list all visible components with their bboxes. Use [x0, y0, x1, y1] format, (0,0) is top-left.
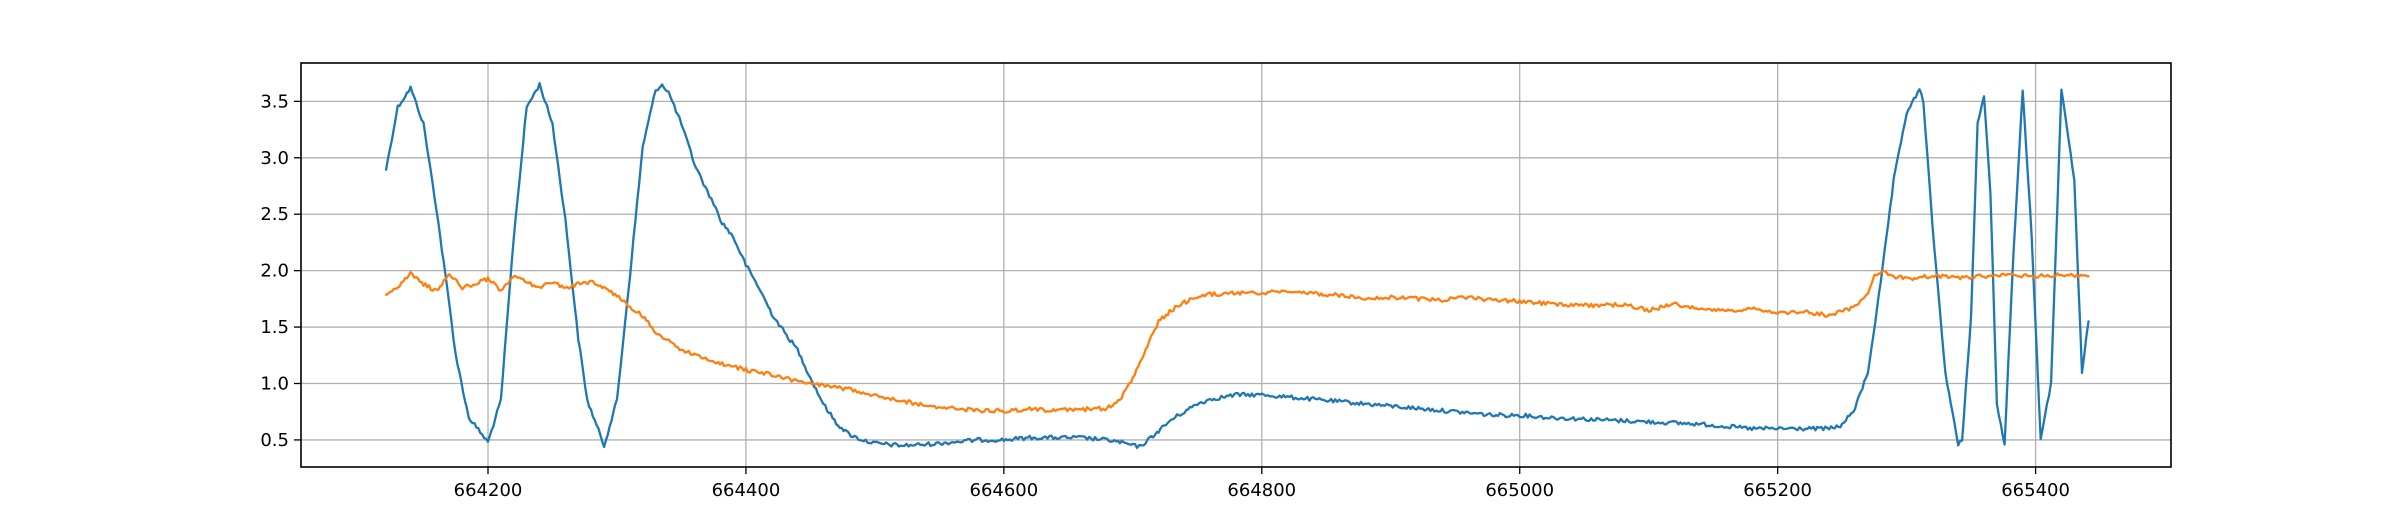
x-tick-label: 664800	[1227, 480, 1296, 501]
axes-frame	[300, 62, 2172, 468]
y-tick-label: 3.0	[260, 148, 289, 169]
y-tick-label: 3.5	[260, 91, 289, 112]
y-tick-label: 0.5	[260, 430, 289, 451]
series-line-2	[384, 269, 2090, 414]
x-tick-label: 664400	[712, 480, 781, 501]
y-tick-label: 1.5	[260, 317, 289, 338]
grid-lines	[301, 63, 2171, 467]
y-tick-label: 2.0	[260, 261, 289, 282]
series-line-1	[384, 82, 2090, 450]
axis-ticks: 664200 664400 664600 664800 665000 665200 6654…	[260, 91, 2070, 501]
y-tick-label: 2.5	[260, 204, 289, 225]
x-tick-label: 664600	[970, 480, 1039, 501]
y-tick-label: 1.0	[260, 373, 289, 394]
x-tick-label: 664200	[454, 480, 523, 501]
x-tick-label: 665200	[1743, 480, 1812, 501]
series-lines	[384, 82, 2090, 450]
x-tick-label: 665400	[2001, 480, 2070, 501]
x-tick-label: 665000	[1485, 480, 1554, 501]
